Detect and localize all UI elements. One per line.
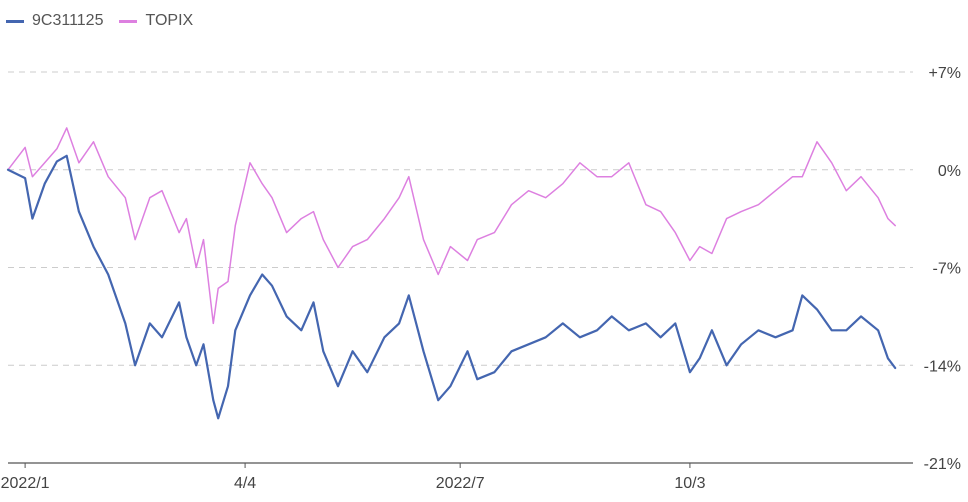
- x-tick-label: 2022/7: [436, 475, 485, 492]
- series-line-9c311125[interactable]: [6, 154, 897, 420]
- x-tick-label: 10/3: [674, 475, 705, 492]
- legend-label-series1: 9C311125: [32, 12, 104, 29]
- x-axis-ticks: 2022/1 4/4 2022/7 10/3: [1, 463, 706, 492]
- x-tick-label: 4/4: [234, 475, 256, 492]
- series-lines: [6, 127, 897, 420]
- legend-item-series1[interactable]: 9C311125: [6, 12, 103, 30]
- y-tick-label: 0%: [938, 163, 961, 180]
- grid-lines: [8, 71, 913, 464]
- y-tick-label: +7%: [929, 65, 961, 82]
- y-tick-label: -7%: [933, 261, 961, 278]
- legend-swatch-series1: [6, 19, 24, 23]
- x-tick-label: 2022/1: [1, 475, 50, 492]
- legend-label-series2: TOPIX: [145, 12, 194, 29]
- legend-swatch-series2: [119, 19, 138, 23]
- y-tick-label: -14%: [924, 358, 961, 375]
- chart-legend: 9C311125 TOPIX: [6, 12, 209, 30]
- y-tick-label: -21%: [924, 456, 961, 473]
- series-line-topix[interactable]: [7, 127, 896, 325]
- y-axis-ticks: +7% 0% -7% -14% -21%: [924, 65, 961, 473]
- legend-item-series2[interactable]: TOPIX: [119, 12, 193, 30]
